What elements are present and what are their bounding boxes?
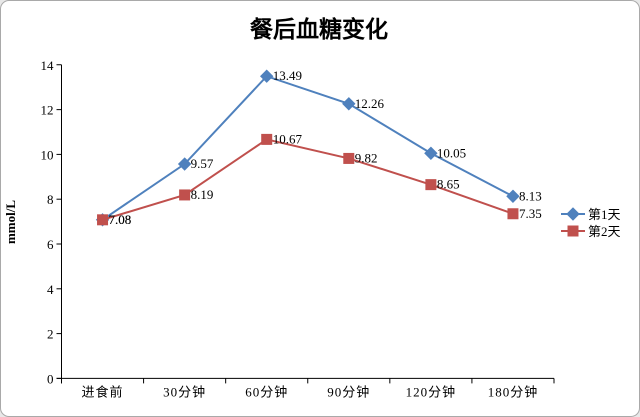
y-tick-label: 14 <box>41 58 55 73</box>
data-point-marker <box>506 189 520 203</box>
series-第2天: 7.08 8.19 10.67 9.82 8.65 7.35 <box>97 131 542 227</box>
data-point-label: 9.82 <box>355 150 378 165</box>
data-point-marker <box>179 189 191 201</box>
data-point-label: 8.19 <box>191 187 214 202</box>
y-tick-label: 8 <box>47 192 54 207</box>
y-tick-label: 10 <box>41 147 54 162</box>
data-point-label: 13.49 <box>273 68 302 83</box>
axes: 0 2 4 6 8 10 12 14 进食前 30分钟 60分钟 90分钟 120分钟 180分钟 <box>41 58 555 399</box>
data-point-marker <box>97 214 109 226</box>
y-axis-title: mmol/L <box>3 200 18 244</box>
data-point-label: 12.26 <box>355 96 385 111</box>
data-point-label: 7.35 <box>519 206 542 221</box>
data-point-label: 9.57 <box>191 156 214 171</box>
series-第1天: 7.08 9.57 13.49 12.26 10.05 8.13 <box>95 68 542 227</box>
data-point-marker <box>260 69 274 83</box>
y-tick-label: 2 <box>47 327 54 342</box>
data-point-label: 8.13 <box>519 188 542 203</box>
y-tick-label: 4 <box>47 282 54 297</box>
data-point-marker <box>177 157 192 171</box>
data-point-marker <box>425 179 437 191</box>
data-point-label: 8.65 <box>437 177 460 192</box>
x-tick-label: 120分钟 <box>406 384 457 399</box>
series-group: 7.08 9.57 13.49 12.26 10.05 8.137.08 8.19 10.67… <box>95 68 542 227</box>
x-tick-label: 进食前 <box>82 384 124 399</box>
legend-label: 第2天 <box>588 224 621 239</box>
data-point-marker <box>424 146 438 160</box>
x-tick-label: 180分钟 <box>488 384 539 399</box>
series-line <box>102 138 514 221</box>
data-point-marker <box>261 133 273 145</box>
data-point-label: 10.05 <box>437 145 466 160</box>
x-tick-label: 90分钟 <box>327 384 370 399</box>
data-point-label: 10.67 <box>273 131 303 146</box>
legend-item: 第1天 <box>561 207 621 222</box>
legend-label: 第1天 <box>588 207 621 222</box>
chart-title: 餐后血糖变化 <box>250 16 388 42</box>
data-point-marker <box>507 208 519 220</box>
y-tick-label: 0 <box>47 371 54 386</box>
legend-item: 第2天 <box>561 224 621 239</box>
x-tick-label: 60分钟 <box>245 384 288 399</box>
legend-marker <box>566 207 580 221</box>
legend-marker <box>567 225 579 237</box>
series-line <box>101 75 514 221</box>
data-point-label: 7.08 <box>109 212 132 227</box>
y-tick-label: 12 <box>41 103 54 118</box>
data-point-marker <box>343 152 355 164</box>
y-tick-label: 6 <box>47 237 54 252</box>
data-point-marker <box>342 97 356 111</box>
x-tick-label: 30分钟 <box>163 384 206 399</box>
